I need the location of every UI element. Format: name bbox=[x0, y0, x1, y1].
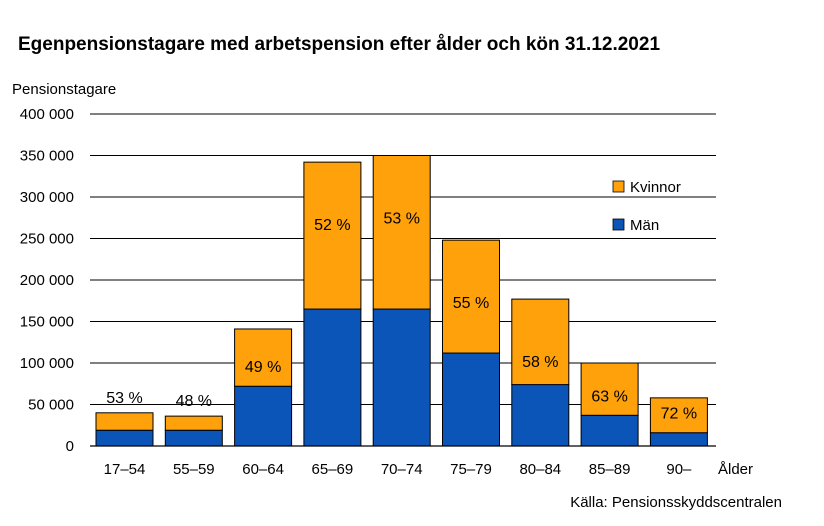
women-share-label: 55 % bbox=[453, 295, 489, 312]
y-tick-label: 0 bbox=[66, 438, 74, 455]
legend-label-man: Män bbox=[630, 217, 659, 234]
bar-man bbox=[580, 414, 639, 447]
bars bbox=[95, 155, 708, 447]
women-share-label: 52 % bbox=[314, 217, 350, 234]
y-tick-label: 250 000 bbox=[20, 231, 74, 248]
y-tick-label: 50 000 bbox=[28, 397, 74, 414]
bar-man bbox=[511, 384, 570, 447]
y-tick-label: 150 000 bbox=[20, 314, 74, 331]
bar-man bbox=[649, 432, 708, 447]
y-tick-label: 350 000 bbox=[20, 148, 74, 165]
bar-man bbox=[164, 429, 223, 447]
bar-kvinnor bbox=[580, 362, 639, 416]
bar-kvinnor bbox=[649, 397, 708, 434]
data-labels: 53 % 48 % 49 % 52 % 53 % 55 % 58 % 63 % 72 % bbox=[106, 211, 697, 423]
legend: Kvinnor Män bbox=[612, 179, 681, 234]
y-axis-title: Pensionstagare bbox=[12, 81, 116, 98]
x-tick-label: 90– bbox=[666, 461, 692, 478]
women-share-label: 53 % bbox=[383, 211, 419, 228]
bar-man bbox=[442, 352, 500, 447]
chart-title: Egenpensionstagare med arbetspension eft… bbox=[18, 34, 661, 55]
chart-source: Källa: Pensionsskyddscentralen bbox=[570, 494, 782, 511]
bar-kvinnor bbox=[303, 161, 362, 310]
women-share-label: 72 % bbox=[661, 406, 697, 423]
bar-kvinnor bbox=[234, 328, 293, 387]
bar-kvinnor bbox=[95, 412, 154, 431]
x-tick-label: 17–54 bbox=[104, 461, 146, 478]
bar-man bbox=[303, 308, 362, 447]
y-tick-label: 200 000 bbox=[20, 272, 74, 289]
women-share-label: 49 % bbox=[245, 359, 281, 376]
women-share-label: 53 % bbox=[106, 390, 142, 407]
legend-swatch-man bbox=[612, 218, 625, 231]
x-tick-label: 85–89 bbox=[589, 461, 631, 478]
x-tick-label: 70–74 bbox=[381, 461, 423, 478]
y-tick-label: 400 000 bbox=[20, 106, 74, 123]
women-share-label: 48 % bbox=[176, 393, 212, 410]
x-tick-label: 80–84 bbox=[519, 461, 561, 478]
x-tick-label: 65–69 bbox=[312, 461, 354, 478]
legend-swatch-kvinnor bbox=[612, 180, 625, 193]
axes: Pensionstagare Ålder 0 50 000 100 000 150 0… bbox=[12, 81, 753, 478]
x-tick-label: 55–59 bbox=[173, 461, 215, 478]
bar-kvinnor bbox=[164, 415, 223, 431]
bar-kvinnor bbox=[372, 155, 431, 310]
x-tick-label: 60–64 bbox=[242, 461, 284, 478]
women-share-label: 58 % bbox=[522, 354, 558, 371]
x-tick-label: 75–79 bbox=[450, 461, 492, 478]
y-tick-label: 300 000 bbox=[20, 189, 74, 206]
y-tick-label: 100 000 bbox=[20, 355, 74, 372]
bar-man bbox=[372, 308, 431, 447]
bar-kvinnor bbox=[442, 239, 500, 354]
bar-man bbox=[234, 385, 293, 447]
x-axis-title: Ålder bbox=[718, 461, 753, 478]
legend-label-kvinnor: Kvinnor bbox=[630, 179, 681, 196]
women-share-label: 63 % bbox=[591, 388, 627, 405]
bar-man bbox=[95, 429, 154, 447]
bar-kvinnor bbox=[511, 298, 570, 386]
